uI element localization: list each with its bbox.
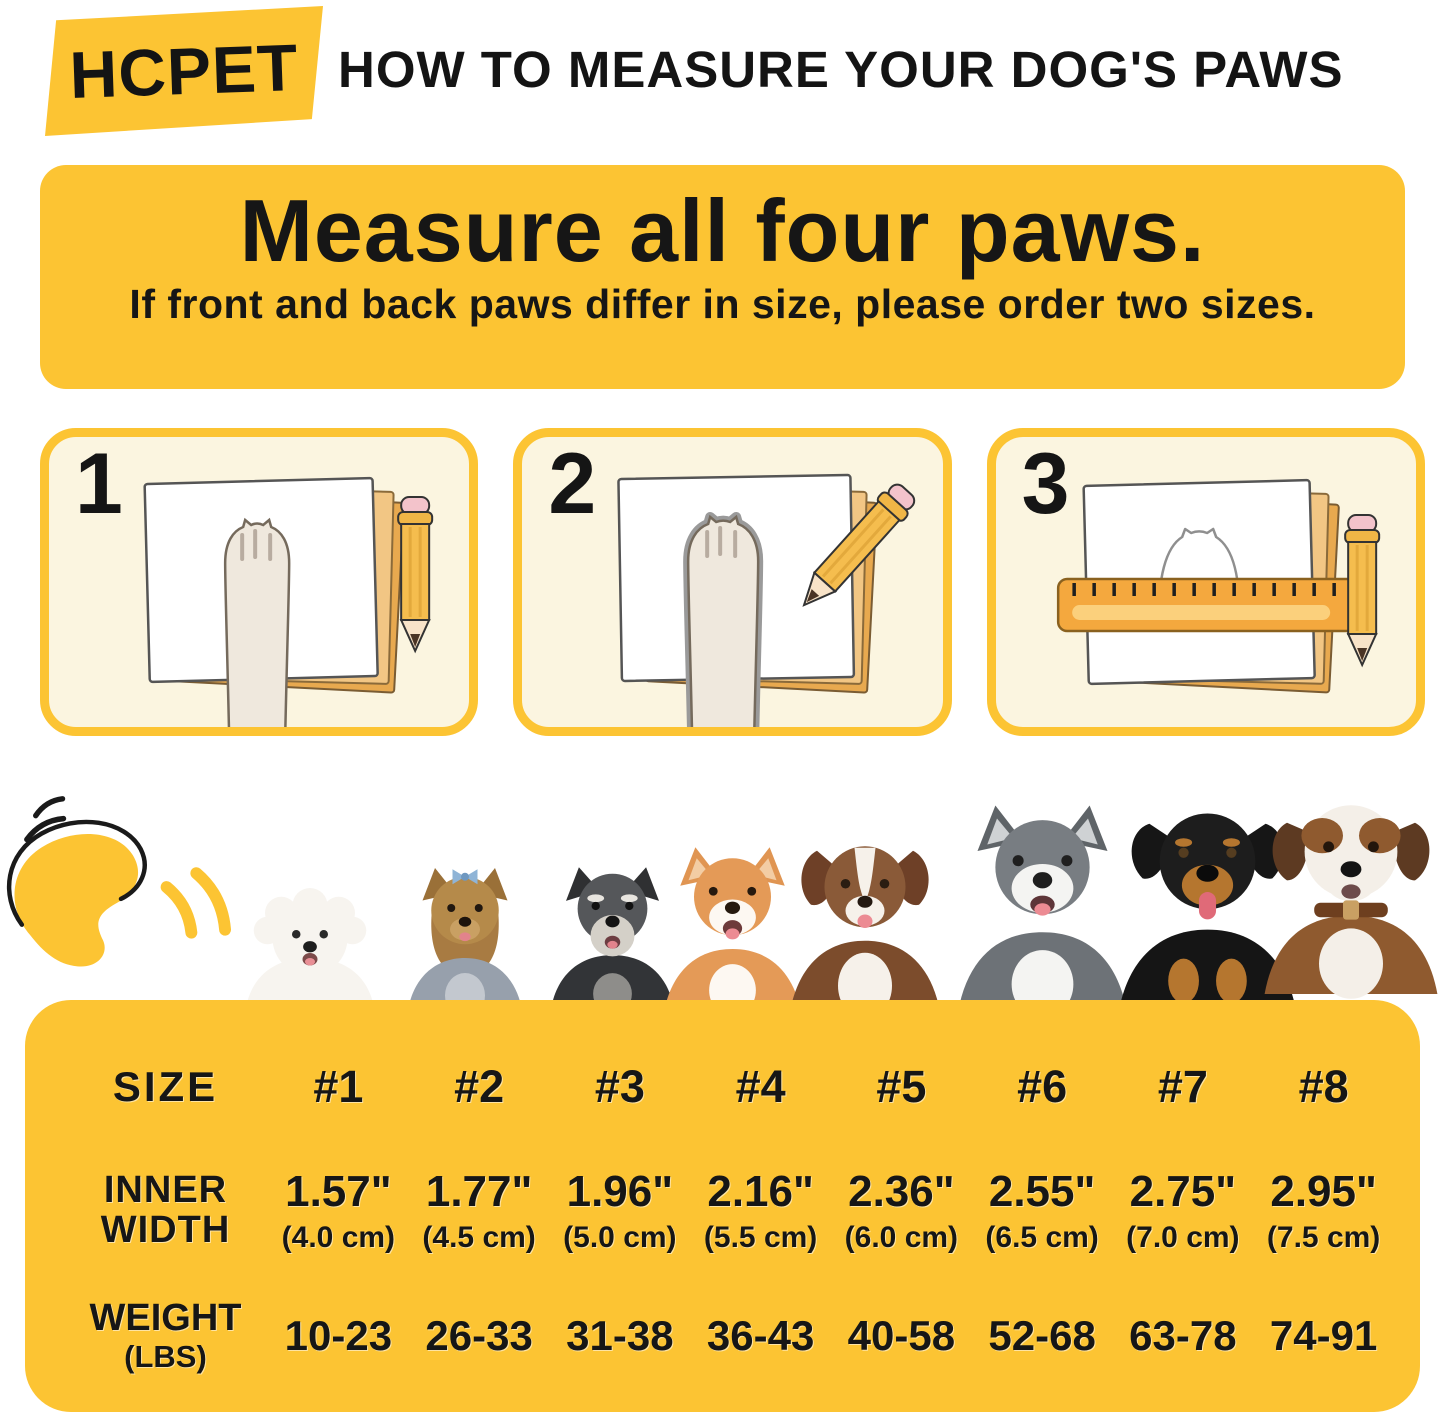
page-title: HOW TO MEASURE YOUR DOG'S PAWS xyxy=(338,40,1344,98)
cm-value: (4.5 cm) xyxy=(422,1221,536,1254)
measuring-steps: 1 2 xyxy=(40,428,1425,736)
measure-paw-outline-with-ruler-icon xyxy=(1056,478,1380,694)
weight-cell: 31-38 xyxy=(566,1312,674,1359)
step-card-2: 2 xyxy=(513,428,952,736)
size-row-label: SIZE xyxy=(112,1063,219,1111)
size-cell: #1 xyxy=(313,1061,364,1112)
weight-label: WEIGHT xyxy=(89,1297,242,1340)
weight-cell: 40-58 xyxy=(847,1312,956,1359)
dog-rottweiler xyxy=(1105,795,1310,1013)
cm-value: (5.5 cm) xyxy=(703,1221,818,1254)
inner-width-label-line1: INNER xyxy=(103,1169,228,1212)
cm-value: (4.0 cm) xyxy=(281,1221,396,1254)
logo-yellow-shape xyxy=(45,6,323,136)
weight-cell: 63-78 xyxy=(1129,1312,1237,1359)
dog-yorkshire-terrier xyxy=(390,863,540,1013)
size-cell: #2 xyxy=(454,1061,505,1112)
dog-shiba-inu xyxy=(650,841,815,1013)
weight-cell: 26-33 xyxy=(425,1312,533,1359)
inner-width-cell: 2.95" (7.5 cm) xyxy=(1267,1167,1380,1255)
weight-cell: 36-43 xyxy=(706,1312,815,1359)
measure-banner: Measure all four paws. If front and back… xyxy=(40,165,1405,389)
step-card-3: 3 xyxy=(986,428,1425,736)
dog-bichon-frise xyxy=(235,888,385,1013)
inner-width-cell: 2.36" (6.0 cm) xyxy=(845,1167,958,1255)
logo-text: HCPET xyxy=(68,30,300,112)
inch-value: 2.36" xyxy=(848,1167,955,1216)
cm-value: (7.0 cm) xyxy=(1126,1221,1240,1254)
inch-value: 1.96" xyxy=(566,1167,674,1216)
cm-value: (6.0 cm) xyxy=(844,1221,959,1254)
inch-value: 2.16" xyxy=(707,1167,814,1216)
dog-size-lineup xyxy=(0,758,1445,1013)
trace-paw-with-pencil-icon xyxy=(617,473,916,727)
inch-value: 2.55" xyxy=(988,1167,1096,1216)
weight-row-label: WEIGHT (LBS) xyxy=(90,1299,242,1373)
weight-row: WEIGHT (LBS) 10-23 26-33 31-38 36-43 40-… xyxy=(63,1278,1394,1394)
step-number: 2 xyxy=(548,436,597,532)
inner-width-cell: 1.77" (4.5 cm) xyxy=(422,1167,535,1255)
step-number: 1 xyxy=(75,436,123,532)
inner-width-cell: 1.57" (4.0 cm) xyxy=(282,1167,395,1255)
cm-value: (5.0 cm) xyxy=(563,1221,677,1254)
dog-australian-shepherd xyxy=(775,825,955,1013)
weight-cell: 52-68 xyxy=(988,1312,1096,1359)
size-cell: #3 xyxy=(594,1061,645,1112)
inch-value: 2.95" xyxy=(1270,1167,1377,1216)
inner-width-cell: 2.75" (7.0 cm) xyxy=(1126,1167,1239,1255)
inner-width-label-line2: WIDTH xyxy=(100,1209,231,1251)
inch-value: 1.77" xyxy=(425,1167,533,1216)
dog-alaskan-malamute xyxy=(945,801,1140,1013)
inner-width-row-label: INNER WIDTH xyxy=(101,1171,231,1250)
step-number: 3 xyxy=(1021,436,1070,532)
cm-value: (6.5 cm) xyxy=(985,1221,1099,1254)
size-chart-table: SIZE #1 #2 #3 #4 #5 #6 #7 #8 INNER WIDTH… xyxy=(25,1000,1420,1412)
inch-value: 2.75" xyxy=(1129,1167,1237,1216)
size-cell: #6 xyxy=(1017,1061,1068,1112)
size-cell: #7 xyxy=(1157,1061,1208,1112)
weight-unit-label: (LBS) xyxy=(124,1338,207,1374)
size-cell: #5 xyxy=(876,1061,927,1112)
cm-value: (7.5 cm) xyxy=(1266,1221,1381,1254)
inner-width-row: INNER WIDTH 1.57" (4.0 cm) 1.77" (4.5 cm… xyxy=(63,1146,1394,1276)
banner-subheading: If front and back paws differ in size, p… xyxy=(129,281,1316,328)
weight-cell: 74-91 xyxy=(1269,1312,1378,1359)
inner-width-cell: 2.16" (5.5 cm) xyxy=(704,1167,817,1255)
yellow-swoosh-icon xyxy=(6,796,232,967)
size-cell: #4 xyxy=(735,1061,786,1112)
banner-heading: Measure all four paws. xyxy=(239,181,1206,280)
weight-cell: 10-23 xyxy=(284,1312,393,1359)
hcpet-logo: HCPET xyxy=(45,6,323,136)
size-cell: #8 xyxy=(1298,1061,1349,1112)
size-row: SIZE #1 #2 #3 #4 #5 #6 #7 #8 xyxy=(63,1042,1394,1132)
dog-saint-bernard xyxy=(1255,775,1445,1013)
inner-width-cell: 2.55" (6.5 cm) xyxy=(985,1167,1098,1255)
inner-width-cell: 1.96" (5.0 cm) xyxy=(563,1167,676,1255)
paw-on-paper-icon xyxy=(143,476,434,727)
inch-value: 1.57" xyxy=(285,1167,392,1216)
step-card-1: 1 xyxy=(40,428,479,736)
